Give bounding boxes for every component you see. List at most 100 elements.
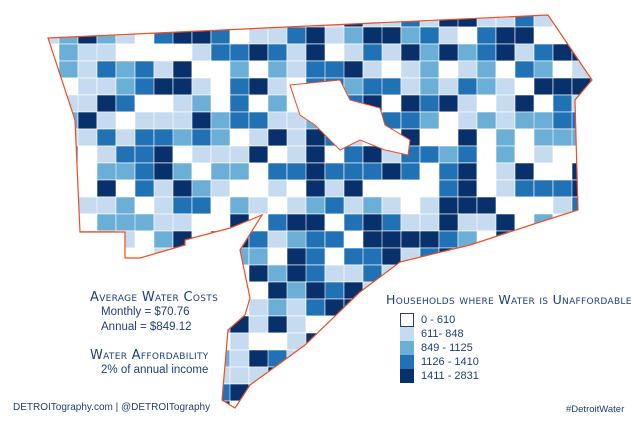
tract [324, 315, 364, 334]
tract [362, 400, 383, 408]
tract [343, 162, 364, 181]
tract [229, 196, 250, 215]
tract [514, 145, 535, 164]
tract [191, 26, 212, 45]
tract [153, 145, 174, 164]
tract [400, 400, 421, 408]
legend-item: 611- 848 [400, 327, 632, 341]
tract [419, 264, 440, 283]
tract [210, 349, 231, 368]
tract [590, 60, 592, 79]
tract [571, 264, 592, 283]
tract [552, 383, 573, 402]
tract [191, 179, 212, 198]
tract [248, 94, 269, 113]
tract [362, 383, 383, 402]
tract [96, 15, 136, 28]
tract [58, 213, 79, 232]
tract [381, 43, 402, 62]
legend-label: 0 - 610 [421, 314, 456, 326]
tract [134, 383, 174, 402]
tract [343, 349, 364, 368]
tract [248, 383, 288, 402]
tract [248, 128, 269, 147]
tract [457, 383, 478, 402]
tract [172, 15, 193, 28]
tract [324, 349, 364, 368]
tract [495, 247, 535, 266]
tract [115, 264, 136, 283]
tract [305, 400, 326, 408]
tract [438, 94, 459, 113]
legend-label: 611- 848 [421, 328, 464, 340]
tract [343, 230, 364, 249]
tract [229, 128, 250, 147]
tract [286, 400, 307, 408]
tract [533, 179, 554, 198]
tract [476, 26, 497, 45]
tract [191, 128, 212, 147]
tract [476, 400, 497, 408]
tract [381, 383, 402, 402]
tract [343, 196, 364, 215]
tract [552, 264, 573, 283]
tract [571, 15, 592, 28]
tract [533, 196, 554, 215]
tract [343, 179, 364, 198]
tract [400, 162, 421, 181]
tract [48, 349, 60, 368]
tract [552, 26, 592, 45]
tract [495, 60, 516, 79]
tract [495, 145, 516, 164]
tract [286, 179, 307, 198]
tract [134, 213, 155, 232]
tract [286, 26, 307, 45]
tract [96, 77, 117, 96]
tract [381, 213, 402, 232]
tract [552, 230, 573, 249]
tract [153, 43, 174, 62]
legend-item: 849 - 1125 [400, 341, 632, 355]
tract [324, 281, 345, 300]
tract [457, 179, 478, 198]
tract [590, 94, 592, 113]
tract [514, 15, 535, 28]
legend-swatch [400, 313, 414, 327]
affordability-value: 2% of annual income [101, 364, 209, 376]
tract [58, 247, 98, 266]
tract [229, 366, 250, 385]
tract [552, 162, 573, 181]
tract [286, 383, 326, 402]
tract [286, 15, 307, 28]
tract [343, 213, 364, 232]
tract [476, 94, 497, 113]
tract [571, 213, 592, 232]
tract [210, 60, 231, 79]
legend-swatch [400, 327, 414, 341]
tract [400, 213, 421, 232]
tract [191, 145, 212, 164]
tract [495, 26, 516, 45]
tract [267, 383, 288, 402]
tract [115, 162, 136, 181]
tract [267, 264, 288, 283]
tract [590, 213, 592, 232]
tract [514, 383, 554, 402]
tract [77, 264, 117, 283]
tract [590, 111, 592, 130]
tract [48, 366, 79, 385]
tract [400, 196, 421, 215]
tract [172, 77, 193, 96]
tract [191, 213, 212, 232]
tract [552, 15, 573, 28]
tract [476, 77, 497, 96]
tract [267, 230, 288, 249]
tract [419, 128, 440, 147]
affordability-panel: Water Affordability 2% of annual income [90, 348, 209, 378]
tract [210, 162, 231, 181]
tract [248, 145, 269, 164]
tract [362, 298, 383, 317]
tract [438, 26, 459, 45]
tract [305, 366, 326, 385]
tract [286, 145, 307, 164]
